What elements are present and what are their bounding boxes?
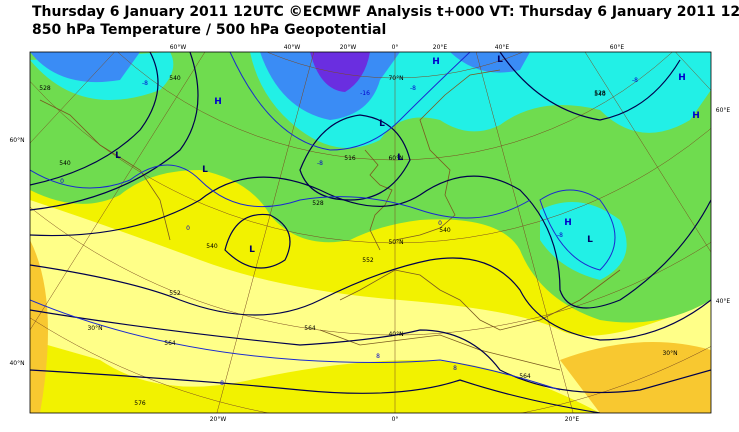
geopotential-label: 552 (169, 290, 181, 297)
temperature-label: 0 (186, 225, 190, 232)
longitude-labels-top: 40°E (495, 44, 510, 51)
longitude-labels-top: 20°E (433, 44, 448, 51)
pressure-center: L (497, 55, 503, 65)
geopotential-label: 540 (206, 243, 218, 250)
geopotential-label: 576 (134, 400, 146, 407)
temperature-label: -16 (360, 90, 370, 97)
temperature-label: 0 (438, 220, 442, 227)
geopotential-label: 528 (39, 85, 51, 92)
geopotential-label: 564 (304, 325, 316, 332)
temperature-contours (30, 52, 616, 391)
parallel-label: 60°N (388, 155, 403, 162)
pressure-center: H (432, 57, 440, 67)
temperature-label: -8 (632, 77, 638, 84)
geopotential-label: 528 (594, 90, 606, 97)
temperature-label: -8 (317, 160, 323, 167)
longitude-labels-bottom: 20°W (210, 416, 227, 423)
geopotential-label: 564 (164, 340, 176, 347)
parallel-label: 30°N (87, 325, 102, 332)
temperature-label: -8 (410, 85, 416, 92)
hot-patch (30, 240, 711, 413)
geopotential-label: 540 (439, 227, 451, 234)
geopotential-label: 540 (594, 91, 606, 98)
geopotential-contours (30, 52, 711, 413)
pressure-center: L (397, 153, 403, 163)
map-subtitle: 850 hPa Temperature / 500 hPa Geopotenti… (32, 22, 387, 38)
temperature-label: -8 (557, 232, 563, 239)
geopotential-label: 552 (362, 257, 374, 264)
parallel-label: 50°N (388, 239, 403, 246)
geopotential-label: 540 (169, 75, 181, 82)
longitude-labels-top: 20°W (340, 44, 357, 51)
latitude-labels-right: 40°E (716, 298, 731, 305)
coldest-field (310, 52, 370, 92)
pressure-center: H (692, 111, 700, 121)
pressure-center: L (379, 119, 385, 129)
geopotential-label: 516 (344, 155, 356, 162)
longitude-labels-top: 60°E (610, 44, 625, 51)
latitude-labels-left: 40°N (9, 360, 24, 367)
cool-field (30, 52, 711, 323)
pressure-center: H (564, 218, 572, 228)
temperature-label: 8 (376, 353, 380, 360)
mild-band (30, 200, 711, 413)
parallel-label: 70°N (388, 75, 403, 82)
geopotential-label: 540 (59, 160, 71, 167)
map-frame (29, 51, 712, 414)
temperature-label: 8 (220, 380, 224, 387)
pressure-center: L (115, 151, 121, 161)
longitude-labels-bottom: 0° (392, 416, 399, 423)
temperature-label: 8 (453, 365, 457, 372)
very-cold-field (30, 52, 530, 120)
parallel-label: 40°N (388, 331, 403, 338)
longitude-labels-bottom: 20°E (565, 416, 580, 423)
geopotential-label: 564 (519, 373, 531, 380)
longitude-labels-top: 0° (392, 44, 399, 51)
temperature-label: -8 (142, 80, 148, 87)
map-title: Thursday 6 January 2011 12UTC ©ECMWF Ana… (32, 4, 739, 20)
longitude-labels-top: 40°W (284, 44, 301, 51)
geopotential-label: 528 (312, 200, 324, 207)
cold-field (30, 52, 711, 280)
pressure-center: L (587, 235, 593, 245)
pressure-center: L (249, 245, 255, 255)
pressure-center: H (678, 73, 686, 83)
parallel-label: 30°N (662, 350, 677, 357)
coastlines (39, 69, 621, 371)
pressure-center: L (202, 165, 208, 175)
latitude-labels-left: 60°N (9, 137, 24, 144)
temperature-label: 0 (60, 178, 64, 185)
longitude-labels-top: 60°W (170, 44, 187, 51)
latitude-labels-right: 60°E (716, 107, 731, 114)
pressure-center: H (214, 97, 222, 107)
